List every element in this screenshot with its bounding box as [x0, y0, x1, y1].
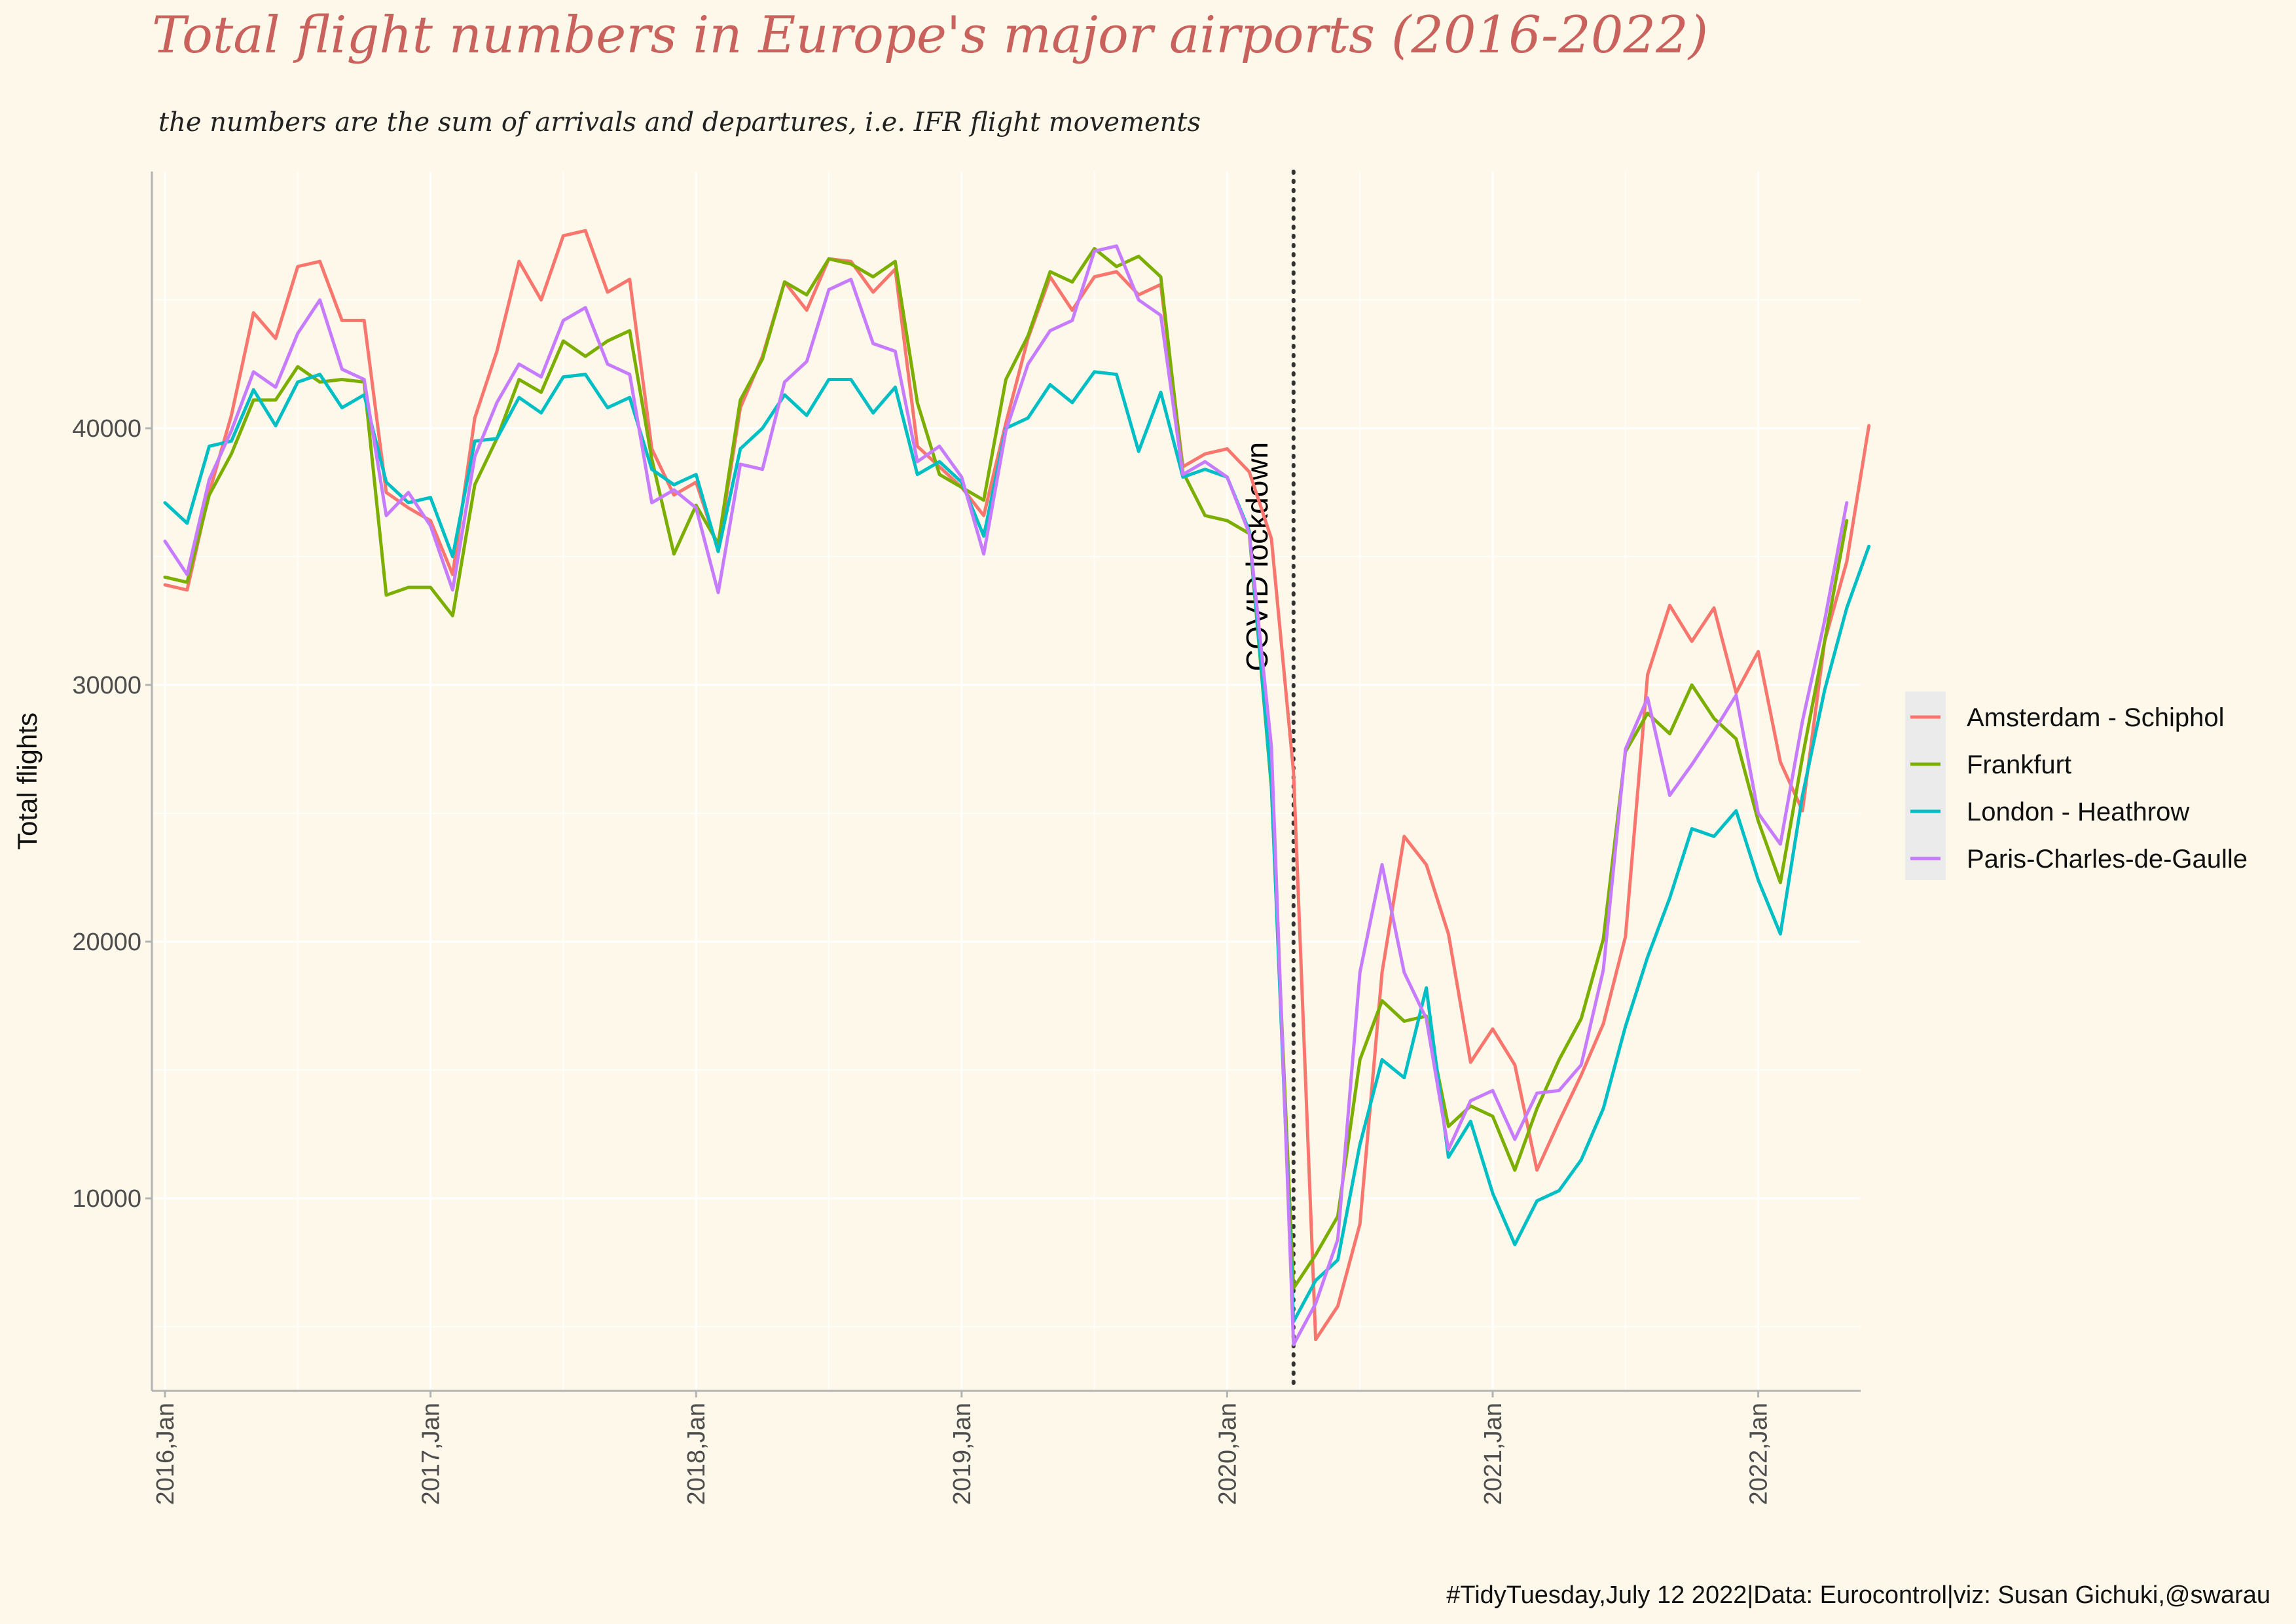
x-tick-label: 2016,Jan	[152, 1403, 179, 1505]
y-tick-label: 10000	[72, 1185, 141, 1213]
axes: 10000 20000 30000 40000 2016,Jan 2017,Jan 2018…	[72, 172, 1861, 1505]
chart-subtitle: the numbers are the sum of arrivals and …	[158, 107, 1201, 138]
caption: #TidyTuesday,July 12 2022|Data: Eurocont…	[1446, 1581, 2270, 1609]
y-axis-title: Total flights	[12, 712, 43, 850]
x-tick-label: 2017,Jan	[418, 1403, 445, 1505]
series-line	[163, 244, 1849, 1346]
x-tick-label: 2019,Jan	[949, 1403, 976, 1505]
legend: Amsterdam - Schiphol Frankfurt London - He…	[1905, 692, 2248, 880]
chart-title: Total flight numbers in Europe's major a…	[152, 6, 1708, 65]
grid-lines	[152, 172, 1861, 1391]
legend-label: London - Heathrow	[1967, 798, 2189, 826]
x-tick-label: 2022,Jan	[1745, 1403, 1773, 1505]
series-lines	[163, 229, 1871, 1346]
x-tick-label: 2021,Jan	[1480, 1403, 1507, 1505]
y-tick-label: 40000	[72, 415, 141, 443]
legend-label: Amsterdam - Schiphol	[1967, 703, 2224, 732]
legend-label: Paris-Charles-de-Gaulle	[1967, 845, 2248, 874]
x-tick-label: 2018,Jan	[683, 1403, 710, 1505]
legend-label: Frankfurt	[1967, 750, 2071, 779]
y-tick-label: 30000	[72, 672, 141, 699]
x-tick-label: 2020,Jan	[1214, 1403, 1241, 1505]
series-line	[163, 247, 1849, 1290]
y-tick-label: 20000	[72, 929, 141, 956]
legend-key-background	[1905, 692, 1946, 880]
series-line	[163, 370, 1871, 1323]
panel-background	[152, 172, 1861, 1391]
series-line	[163, 229, 1871, 1342]
